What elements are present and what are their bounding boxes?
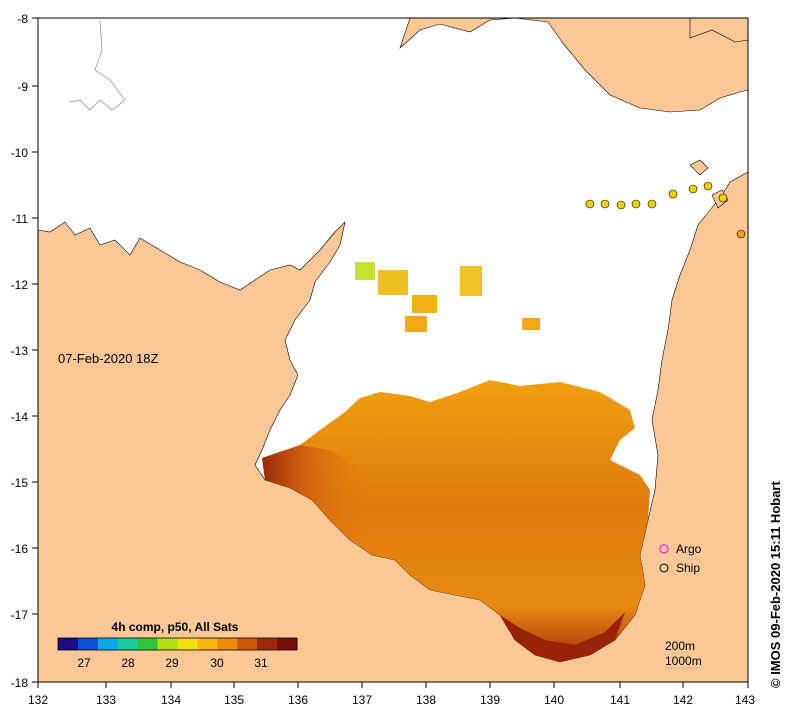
colorbar-frame <box>57 637 298 651</box>
x-tick-label: 136 <box>288 693 308 707</box>
ship-marker <box>647 199 657 209</box>
x-tick-label: 139 <box>480 693 500 707</box>
colorbar-cell <box>277 638 298 650</box>
ship-marker <box>688 184 698 194</box>
colorbar-cells <box>58 638 298 650</box>
sst-field <box>262 262 650 662</box>
y-tick-label: -13 <box>11 344 29 358</box>
sst-patch <box>378 270 408 295</box>
x-tick-label: 134 <box>161 693 181 707</box>
date-label: 07-Feb-2020 18Z <box>58 351 159 366</box>
x-tick-labels: 132 133 134 135 136 137 138 139 140 141 … <box>28 693 755 707</box>
x-tick-label: 138 <box>416 693 436 707</box>
x-tick-label: 141 <box>610 693 630 707</box>
x-tick-label: 132 <box>28 693 48 707</box>
ship-marker <box>703 181 713 191</box>
colorbar-tick: 27 <box>77 656 91 670</box>
colorbar-tick: 28 <box>121 656 135 670</box>
x-tick-label: 135 <box>224 693 244 707</box>
colorbar-tick: 30 <box>210 656 224 670</box>
colorbar: 4h comp, p50, All Sats 27 28 29 30 31 <box>57 620 298 670</box>
y-tick-label: -17 <box>11 608 29 622</box>
x-tick-label: 142 <box>673 693 693 707</box>
colorbar-cell <box>58 638 79 650</box>
y-tick-label: -10 <box>11 146 29 160</box>
ship-marker <box>600 199 610 209</box>
y-tick-label: -16 <box>11 542 29 556</box>
sst-patch <box>412 295 437 313</box>
ship-marker <box>668 189 678 199</box>
y-tick-label: -9 <box>17 80 28 94</box>
land-torres-island-1 <box>689 159 709 176</box>
sst-patch <box>522 318 540 330</box>
colorbar-cell <box>177 638 198 650</box>
x-tick-label: 143 <box>735 693 755 707</box>
colorbar-cell <box>197 638 218 650</box>
coastline-line <box>69 19 126 111</box>
colorbar-cell <box>217 638 238 650</box>
y-tick-label: -15 <box>11 476 29 490</box>
colorbar-title: 4h comp, p50, All Sats <box>112 620 239 634</box>
colorbar-cell <box>237 638 258 650</box>
y-axis-ticks <box>32 17 38 683</box>
y-tick-label: -18 <box>11 676 29 690</box>
y-tick-label: -14 <box>11 410 29 424</box>
ship-legend-icon <box>659 563 669 573</box>
x-tick-label: 133 <box>96 693 116 707</box>
y-tick-label: -8 <box>17 12 28 26</box>
y-tick-label: -12 <box>11 278 29 292</box>
credit-text: © IMOS 09-Feb-2020 15:11 Hobart <box>768 481 783 688</box>
ship-legend-label: Ship <box>676 561 700 575</box>
ship-marker <box>631 199 641 209</box>
colorbar-tick: 29 <box>165 656 179 670</box>
colorbar-cell <box>257 638 278 650</box>
sst-main-area <box>262 380 650 662</box>
colorbar-cell <box>77 638 99 650</box>
y-tick-label: -11 <box>12 212 29 226</box>
colorbar-cell <box>137 638 159 650</box>
ship-marker <box>736 229 746 239</box>
depth-legend: 200m 1000m <box>665 639 702 669</box>
ship-marker <box>616 200 626 210</box>
argo-legend-label: Argo <box>676 542 702 556</box>
argo-legend-icon <box>659 544 669 554</box>
depth-label-1000m: 1000m <box>665 654 702 668</box>
sst-west-warm <box>262 445 380 555</box>
sst-south-warm <box>500 612 625 662</box>
x-tick-label: 140 <box>544 693 564 707</box>
x-axis-ticks <box>37 682 749 688</box>
sst-patch <box>355 262 375 280</box>
depth-label-200m: 200m <box>665 639 695 653</box>
x-tick-label: 137 <box>352 693 372 707</box>
y-tick-labels: -8 -9 -10 -11 -12 -13 -14 -15 -16 -17 -1… <box>11 12 29 690</box>
ship-marker <box>718 193 728 203</box>
colorbar-cell <box>117 638 139 650</box>
colorbar-cell <box>157 638 178 650</box>
marker-legend: Argo Ship <box>659 542 702 575</box>
ship-marker <box>585 199 595 209</box>
sst-patch <box>460 266 482 296</box>
colorbar-tick: 31 <box>254 656 268 670</box>
sst-patch <box>405 316 427 332</box>
colorbar-cell <box>97 638 119 650</box>
ship-observations <box>585 181 746 239</box>
